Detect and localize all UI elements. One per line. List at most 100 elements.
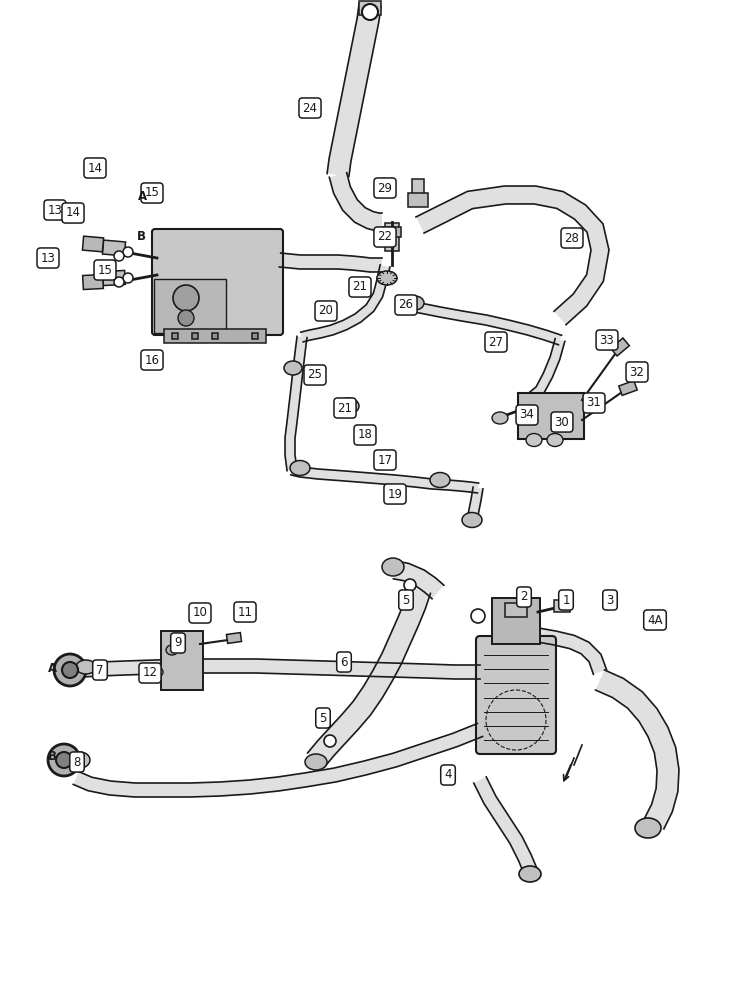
Ellipse shape	[166, 645, 178, 655]
Text: 7: 7	[96, 664, 103, 676]
Text: 12: 12	[143, 666, 158, 680]
Ellipse shape	[149, 666, 163, 678]
Polygon shape	[279, 253, 382, 272]
Ellipse shape	[406, 296, 424, 310]
Text: 1: 1	[562, 593, 570, 606]
Text: 27: 27	[489, 336, 504, 349]
Bar	[359, 1, 381, 15]
Text: A: A	[138, 190, 147, 202]
Bar	[412, 179, 424, 201]
Text: 18: 18	[358, 428, 373, 442]
Text: 4A: 4A	[647, 613, 663, 626]
Circle shape	[54, 654, 86, 686]
Bar	[103, 270, 125, 286]
Polygon shape	[327, 4, 381, 176]
FancyBboxPatch shape	[152, 229, 283, 335]
Bar	[408, 193, 428, 207]
Circle shape	[114, 277, 124, 287]
Text: 2: 2	[520, 590, 527, 603]
Text: 26: 26	[399, 298, 414, 312]
Text: 14: 14	[65, 207, 80, 220]
Ellipse shape	[70, 752, 90, 768]
Circle shape	[123, 273, 133, 283]
Text: 34: 34	[519, 408, 534, 422]
Ellipse shape	[382, 558, 404, 576]
Bar	[505, 603, 527, 617]
Polygon shape	[474, 777, 536, 873]
Ellipse shape	[547, 434, 563, 446]
Polygon shape	[73, 724, 483, 797]
Text: 8: 8	[74, 756, 80, 768]
Ellipse shape	[492, 412, 508, 424]
Polygon shape	[307, 587, 431, 767]
Bar	[385, 223, 399, 251]
Circle shape	[404, 579, 416, 591]
Text: 3: 3	[606, 593, 614, 606]
Ellipse shape	[430, 473, 450, 488]
Text: 5: 5	[403, 593, 410, 606]
Text: 5: 5	[319, 712, 327, 724]
Bar	[383, 227, 401, 237]
Text: 24: 24	[303, 102, 318, 114]
Text: 13: 13	[48, 204, 62, 217]
Polygon shape	[595, 670, 679, 829]
Polygon shape	[467, 487, 483, 521]
Bar	[226, 633, 242, 643]
Text: 31: 31	[586, 396, 601, 410]
Bar	[83, 274, 103, 290]
Text: 6: 6	[340, 656, 347, 668]
Bar	[83, 236, 103, 252]
Ellipse shape	[76, 660, 96, 674]
Text: 33: 33	[600, 334, 615, 347]
Text: 15: 15	[144, 186, 159, 200]
Text: 25: 25	[307, 368, 322, 381]
Text: 15: 15	[97, 263, 112, 276]
Bar	[611, 338, 629, 356]
Bar	[192, 333, 198, 339]
Text: B: B	[136, 231, 146, 243]
Polygon shape	[330, 173, 382, 231]
Text: 30: 30	[554, 416, 569, 428]
Circle shape	[114, 251, 124, 261]
Ellipse shape	[284, 361, 302, 375]
Circle shape	[178, 310, 194, 326]
Polygon shape	[301, 265, 390, 342]
Polygon shape	[405, 300, 562, 345]
Text: 28: 28	[565, 232, 580, 244]
Text: A: A	[48, 662, 57, 674]
Bar	[172, 333, 178, 339]
Circle shape	[471, 609, 485, 623]
Text: 20: 20	[318, 304, 333, 318]
Bar	[252, 333, 258, 339]
Text: 11: 11	[237, 605, 252, 618]
Ellipse shape	[377, 271, 397, 285]
Bar	[212, 333, 218, 339]
Text: 10: 10	[193, 606, 208, 619]
Text: 13: 13	[41, 251, 56, 264]
Circle shape	[173, 285, 199, 311]
Polygon shape	[82, 659, 480, 679]
Circle shape	[56, 752, 72, 768]
Ellipse shape	[635, 818, 661, 838]
Bar	[103, 240, 126, 256]
Circle shape	[48, 744, 80, 776]
Text: 29: 29	[377, 182, 393, 194]
Polygon shape	[525, 339, 565, 404]
Polygon shape	[536, 628, 606, 674]
Circle shape	[362, 4, 378, 20]
Ellipse shape	[526, 434, 542, 446]
Text: 22: 22	[377, 231, 393, 243]
Text: 19: 19	[388, 488, 403, 500]
Circle shape	[324, 735, 336, 747]
Ellipse shape	[337, 398, 359, 414]
Ellipse shape	[290, 460, 310, 476]
Text: 16: 16	[144, 354, 159, 366]
Bar	[554, 600, 570, 612]
Text: 9: 9	[174, 637, 182, 650]
FancyBboxPatch shape	[492, 598, 540, 644]
Text: 21: 21	[338, 401, 353, 414]
FancyBboxPatch shape	[518, 393, 584, 439]
Text: 21: 21	[353, 280, 368, 294]
Ellipse shape	[305, 754, 327, 770]
Bar	[619, 381, 637, 395]
